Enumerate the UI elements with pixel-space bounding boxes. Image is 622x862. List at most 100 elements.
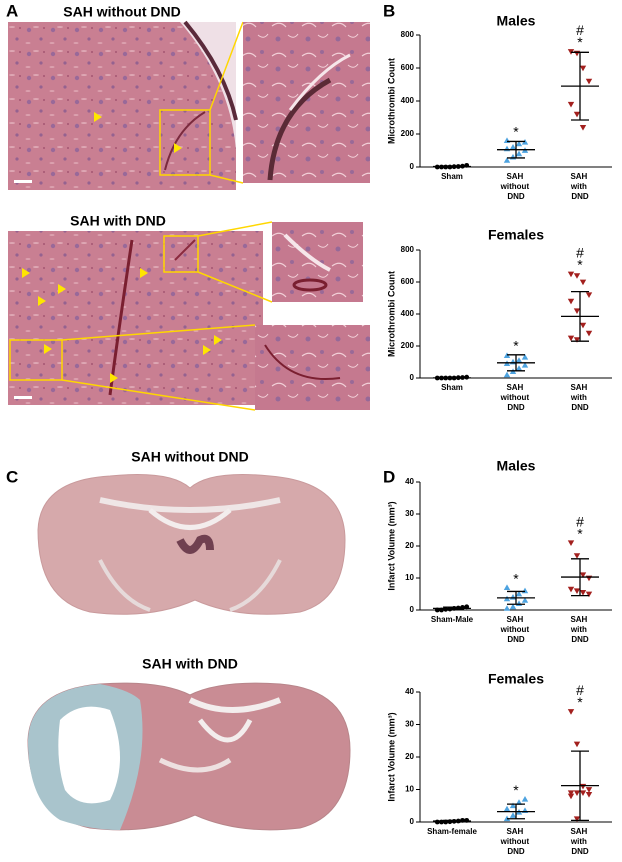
data-point [579, 65, 587, 72]
data-point [503, 157, 511, 163]
y-tick-label: 600 [401, 277, 415, 286]
significance-mark: * [577, 526, 583, 542]
data-point [573, 741, 581, 748]
x-tick-label: SAH without DND [500, 615, 532, 644]
data-point [585, 591, 593, 598]
y-tick-label: 200 [401, 129, 415, 138]
data-point [585, 787, 593, 793]
data-point [509, 358, 517, 365]
chart-title: Males [497, 458, 536, 474]
data-point [515, 600, 523, 606]
data-point [515, 357, 523, 363]
y-tick-label: 10 [405, 785, 414, 794]
data-point [579, 790, 587, 796]
brain-section [37, 474, 346, 615]
chart-title: Females [488, 671, 544, 687]
data-point [567, 101, 575, 108]
y-tick-label: 10 [405, 573, 414, 582]
image-caption: SAH without DND [63, 4, 180, 20]
data-point [503, 137, 511, 143]
y-axis-label: Microthrombi Count [386, 58, 396, 144]
y-tick-label: 0 [410, 162, 415, 171]
data-point [567, 709, 575, 715]
significance-mark: * [577, 34, 583, 50]
data-point [573, 588, 581, 594]
data-point [579, 590, 587, 596]
data-point [509, 153, 517, 160]
x-tick-label: SAH without DND [500, 827, 532, 856]
y-tick-label: 20 [405, 752, 414, 761]
data-point [585, 292, 593, 298]
x-tick-label: SAH without DND [500, 383, 532, 412]
significance-mark: * [513, 570, 519, 586]
chart-title: Females [488, 227, 544, 243]
data-point [573, 111, 581, 118]
data-point [521, 587, 529, 594]
y-tick-label: 0 [410, 373, 415, 382]
image-caption: SAH with DND [70, 213, 166, 229]
data-point [567, 793, 575, 800]
y-axis-label: Infarct Volume (mm³) [386, 501, 396, 590]
x-tick-label: Sham-Male [431, 615, 474, 624]
x-tick-label: SAH with DND [570, 615, 590, 644]
data-point [503, 584, 511, 590]
y-tick-label: 800 [401, 245, 415, 254]
data-point [579, 322, 587, 329]
data-point [515, 365, 523, 371]
data-point [515, 140, 523, 147]
image-caption: SAH without DND [131, 449, 248, 465]
y-tick-label: 400 [401, 309, 415, 318]
significance-mark: # [576, 22, 584, 38]
data-point [521, 354, 529, 360]
y-tick-label: 400 [401, 96, 415, 105]
significance-mark: # [576, 682, 584, 698]
data-point [585, 78, 593, 85]
panel-label: B [383, 1, 395, 20]
data-point [434, 819, 440, 825]
data-point [585, 330, 593, 337]
data-point [509, 603, 517, 610]
y-tick-label: 40 [405, 477, 414, 486]
data-point [567, 298, 575, 305]
data-point [579, 783, 587, 790]
data-point [567, 790, 575, 796]
image-caption: SAH with DND [142, 656, 238, 672]
histology-image [8, 221, 370, 411]
data-point [585, 791, 593, 798]
significance-mark: # [576, 245, 584, 261]
data-point [573, 50, 581, 57]
y-tick-label: 800 [401, 30, 415, 39]
data-point [515, 590, 523, 597]
brain-section [27, 682, 351, 831]
y-tick-label: 20 [405, 541, 414, 550]
data-point [567, 271, 575, 278]
data-point [573, 553, 581, 559]
data-point [509, 812, 517, 818]
significance-mark: * [513, 338, 519, 354]
significance-mark: * [513, 123, 519, 139]
significance-mark: * [577, 257, 583, 273]
data-point [573, 790, 581, 796]
panel-label: A [6, 1, 18, 20]
data-point [515, 150, 523, 157]
x-tick-label: SAH with DND [570, 827, 590, 856]
data-point [503, 145, 511, 152]
data-point [567, 586, 575, 593]
y-tick-label: 40 [405, 687, 414, 696]
data-point [509, 144, 517, 150]
y-tick-label: 30 [405, 509, 414, 518]
y-tick-label: 0 [410, 605, 415, 614]
chart-title: Males [497, 13, 536, 29]
panel-label: D [383, 467, 395, 486]
data-point [521, 796, 529, 802]
x-tick-label: Sham-female [427, 827, 477, 836]
x-tick-label: SAH with DND [570, 383, 590, 412]
significance-mark: * [513, 782, 519, 798]
y-axis-label: Microthrombi Count [386, 271, 396, 357]
data-point [521, 362, 529, 368]
data-point [573, 816, 581, 822]
y-tick-label: 30 [405, 720, 414, 729]
significance-mark: * [577, 694, 583, 710]
data-point [503, 371, 511, 378]
